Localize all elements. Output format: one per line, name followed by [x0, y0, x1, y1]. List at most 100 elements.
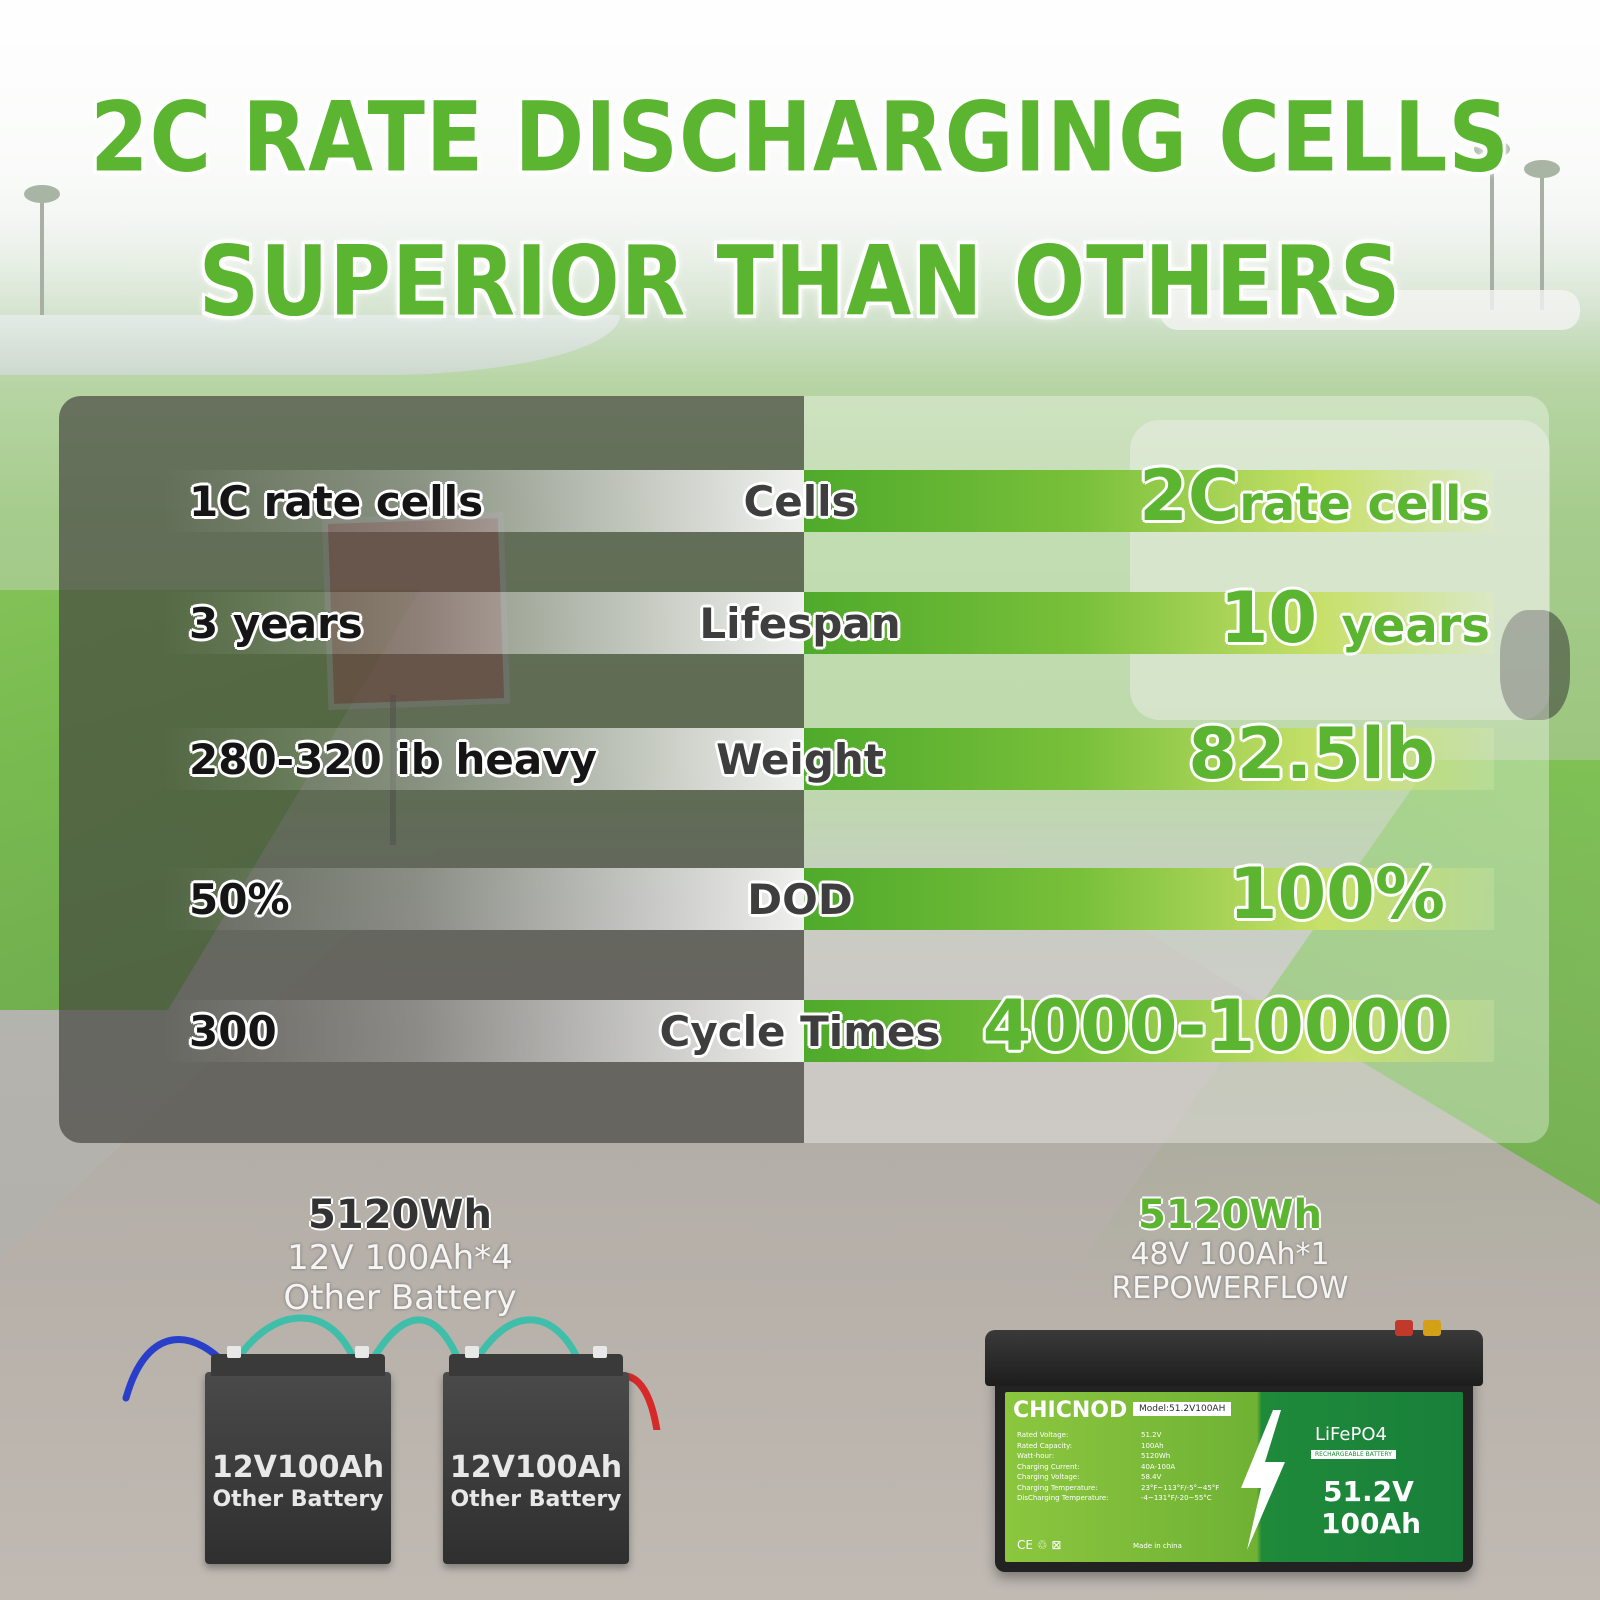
spec-value: 40A-100A [1141, 1462, 1176, 1471]
other-config: 12V 100Ah*4 [287, 1238, 513, 1278]
battery-top [985, 1330, 1483, 1386]
spec-key: Charging Current: [1017, 1462, 1080, 1471]
bar-other [162, 868, 804, 930]
battery-lid [211, 1354, 385, 1376]
bar-ours [804, 592, 1494, 654]
spec-table: Rated Voltage: 51.2V Rated Capacity: 100Ah… [1017, 1430, 1219, 1504]
category-label: Lifespan [699, 599, 901, 648]
other-value: 280-320 ib heavy [189, 735, 597, 784]
battery-terminal [1395, 1320, 1413, 1336]
our-config: 48V 100Ah*1 [1130, 1237, 1330, 1272]
comparison-row-cycle-times: 300 Cycle Times 4000-10000 [0, 985, 1600, 1067]
category-label: Cells [743, 477, 857, 526]
bar-other [162, 470, 804, 532]
battery-terminal [465, 1346, 479, 1358]
headline-line-1: 2C RATE DISCHARGING CELLS [90, 80, 1510, 194]
our-name: REPOWERFLOW [1111, 1271, 1349, 1306]
our-value: 82.5lb [1188, 713, 1435, 795]
headline-line-2: SUPERIOR THAN OTHERS [198, 224, 1402, 338]
spec-value: 58.4V [1141, 1473, 1162, 1481]
spec-row: Rated Capacity: 100Ah [1017, 1441, 1219, 1452]
golf-cart-wheel [1500, 610, 1570, 720]
spec-value: 5120Wh [1141, 1452, 1171, 1460]
comparison-row-cells: 1C rate cells Cells 2Crate cells [0, 455, 1600, 537]
brand-name: CHICNOD [1013, 1398, 1128, 1423]
battery-label: CHICNOD Model:51.2V100AH Rated Voltage: 5… [1005, 1392, 1463, 1562]
certification-icons: CE ♲ ⊠ [1017, 1538, 1062, 1552]
made-in: Made in china [1133, 1542, 1182, 1550]
spec-row: Charging Voltage: 58.4V [1017, 1472, 1219, 1483]
other-energy: 5120Wh [308, 1192, 492, 1238]
spec-key: Rated Voltage: [1017, 1431, 1069, 1439]
other-battery-label: 12V100Ah Other Battery [205, 1450, 391, 1514]
spec-key: Watt-hour: [1017, 1452, 1055, 1460]
battery-terminal [593, 1346, 607, 1358]
battery-voltage: 51.2V [1323, 1475, 1414, 1508]
other-battery-name: Other Battery [450, 1487, 622, 1512]
lightning-bolt-icon [1241, 1410, 1285, 1550]
lifepo4-battery: CHICNOD Model:51.2V100AH Rated Voltage: 5… [985, 1320, 1483, 1572]
spec-row: Rated Voltage: 51.2V [1017, 1430, 1219, 1441]
spec-value: 51.2V [1141, 1431, 1162, 1439]
comparison-row-lifespan: 3 years Lifespan 10 years [0, 577, 1600, 659]
spec-key: DisCharging Temperature: [1017, 1494, 1109, 1502]
spec-key: Rated Capacity: [1017, 1441, 1073, 1450]
category-label: Weight [716, 735, 884, 784]
other-battery-label: 12V100Ah Other Battery [443, 1450, 629, 1514]
series-wire [226, 1314, 362, 1376]
battery-chemistry: LiFePO4 [1315, 1424, 1387, 1445]
our-value-big: 10 [1219, 577, 1318, 659]
bar-ours [804, 1000, 1494, 1062]
our-setup-caption: 5120Wh 48V 100Ah*1 REPOWERFLOW [1030, 1192, 1430, 1306]
spec-row: Charging Current: 40A-100A [1017, 1462, 1219, 1473]
bar-other [162, 592, 804, 654]
battery-capacity: 100Ah [1321, 1507, 1422, 1540]
bar-ours [804, 868, 1494, 930]
battery-terminal [227, 1346, 241, 1358]
other-battery: 12V100Ah Other Battery [205, 1346, 391, 1564]
other-battery-capacity: 12V100Ah [211, 1450, 385, 1485]
spec-row: DisCharging Temperature: -4~131°F/-20~55°… [1017, 1493, 1219, 1504]
our-value: 100% [1228, 853, 1445, 935]
spec-key: Charging Temperature: [1017, 1483, 1098, 1492]
our-value: 2Crate cells [1139, 454, 1490, 546]
battery-terminal [355, 1346, 369, 1358]
our-value-small: rate cells [1239, 476, 1490, 532]
our-energy: 5120Wh [1138, 1192, 1322, 1238]
battery-lid [449, 1354, 623, 1376]
category-label: Cycle Times [659, 1007, 941, 1056]
bar-ours [804, 470, 1494, 532]
sky-haze [0, 0, 1600, 330]
bar-other [162, 1000, 804, 1062]
palm-tree [1474, 140, 1510, 310]
spec-value: 100Ah [1141, 1441, 1164, 1450]
palm-tree [24, 185, 60, 315]
other-value: 3 years [189, 599, 363, 648]
comparison-row-weight: 280-320 ib heavy Weight 82.5lb [0, 713, 1600, 795]
spec-key: Charging Voltage: [1017, 1473, 1080, 1481]
spec-value: -4~131°F/-20~55°C [1141, 1494, 1212, 1502]
golf-cart-roof [1160, 290, 1580, 330]
other-name: Other Battery [283, 1278, 517, 1318]
other-value: 300 [189, 1007, 277, 1056]
our-value: 10 years [1220, 576, 1490, 668]
bar-other [162, 728, 804, 790]
bar-ours [804, 728, 1494, 790]
other-value: 50% [189, 875, 290, 924]
our-value-big: 2C [1139, 455, 1240, 537]
spec-value: 23°F~113°F/-5°~45°F [1141, 1483, 1220, 1492]
rechargeable-badge: RECHARGEABLE BATTERY [1311, 1450, 1396, 1459]
our-value-small: years [1341, 598, 1490, 654]
category-label: DOD [747, 875, 853, 924]
other-battery: 12V100Ah Other Battery [443, 1346, 629, 1564]
other-battery-name: Other Battery [212, 1487, 384, 1512]
model-number: Model:51.2V100AH [1133, 1402, 1232, 1416]
battery-terminal [1423, 1320, 1441, 1336]
spec-row: Watt-hour: 5120Wh [1017, 1451, 1219, 1462]
other-battery-capacity: 12V100Ah [449, 1450, 623, 1485]
other-value: 1C rate cells [189, 477, 484, 526]
our-value: 4000-10000 [982, 985, 1450, 1067]
palm-tree [1524, 160, 1560, 310]
spec-row: Charging Temperature: 23°F~113°F/-5°~45°F [1017, 1483, 1219, 1494]
other-setup-caption: 5120Wh 12V 100Ah*4 Other Battery [200, 1192, 600, 1318]
